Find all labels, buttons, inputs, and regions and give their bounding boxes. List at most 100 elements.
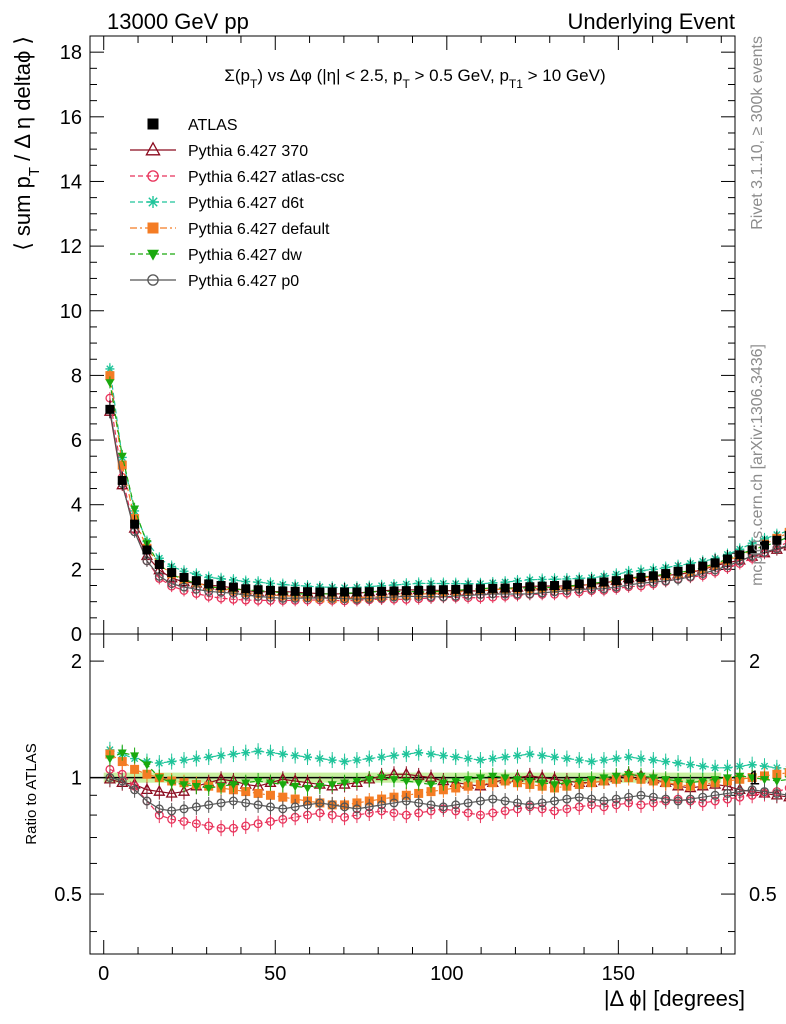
ratio-point xyxy=(475,755,485,765)
ratio-point xyxy=(142,796,152,806)
x-tick-label: 50 xyxy=(264,963,286,985)
ratio-point xyxy=(352,755,362,765)
ratio-point xyxy=(599,796,609,806)
ratio-point xyxy=(438,802,448,812)
ratio-point xyxy=(735,787,745,797)
reference-point xyxy=(475,584,485,594)
ratio-point xyxy=(512,751,522,761)
reference-point xyxy=(587,578,597,588)
ratio-point xyxy=(599,774,609,783)
ratio-point xyxy=(352,804,362,814)
y-tick-label: 16 xyxy=(60,107,82,129)
main-series-group xyxy=(103,362,786,607)
ratio-point xyxy=(401,796,411,806)
series-line xyxy=(109,411,786,595)
ratio-point xyxy=(525,777,535,786)
ratio-point xyxy=(228,749,238,759)
ratio-point xyxy=(747,785,757,795)
reference-point xyxy=(500,583,510,593)
ratio-series-1 xyxy=(105,761,786,837)
reference-point xyxy=(611,576,621,586)
ratio-point xyxy=(784,784,786,792)
reference-point xyxy=(377,586,387,596)
reference-point xyxy=(525,582,535,592)
reference-point xyxy=(303,587,313,597)
reference-point xyxy=(364,587,374,597)
legend-item-3: Pythia 6.427 d6t xyxy=(130,195,304,212)
reference-point xyxy=(772,535,782,545)
ratio-point xyxy=(475,796,485,806)
ratio-point xyxy=(426,749,436,759)
ratio-point xyxy=(389,798,399,808)
ratio-tick-labels: 0.5 0.5 1 1 2 2 xyxy=(54,651,777,906)
ratio-point xyxy=(414,779,424,788)
ratio-point xyxy=(191,783,201,792)
ratio-point xyxy=(253,800,263,810)
x-tick-label: 0 xyxy=(98,963,109,985)
ratio-series-5 xyxy=(105,769,786,819)
series-point xyxy=(105,371,115,381)
reference-point xyxy=(167,568,177,578)
ratio-y-axis-label: Ratio to ATLAS xyxy=(23,743,40,844)
ratio-point xyxy=(685,779,695,788)
ratio-point xyxy=(352,777,362,786)
ratio-point xyxy=(241,798,251,808)
ratio-point xyxy=(624,792,634,802)
ratio-point xyxy=(747,760,757,770)
ratio-point xyxy=(426,800,436,810)
ratio-point xyxy=(512,776,522,785)
reference-point xyxy=(290,586,300,596)
ratio-point xyxy=(500,796,510,806)
ratio-point xyxy=(179,817,189,826)
series-4 xyxy=(105,376,786,601)
y-tick-labels: 0 2 4 6 8 10 12 14 16 18 xyxy=(60,42,82,646)
ratio-point xyxy=(278,804,288,814)
reference-point xyxy=(130,519,140,529)
ratio-point xyxy=(117,776,127,786)
reference-point xyxy=(488,583,498,593)
y-tick-label: 2 xyxy=(71,559,82,581)
ratio-tick-label-left: 1 xyxy=(71,768,82,790)
ratio-point xyxy=(142,769,152,779)
ratio-point xyxy=(698,792,708,802)
ratio-point xyxy=(204,784,214,793)
series-2 xyxy=(105,362,786,594)
ratio-point xyxy=(537,798,547,808)
y-tick-label: 4 xyxy=(71,495,82,517)
reference-point xyxy=(241,584,251,594)
ratio-tick-label-left: 2 xyxy=(71,651,82,673)
ratio-point xyxy=(153,784,166,796)
ratio-point xyxy=(414,788,424,798)
ratio-series-group xyxy=(103,741,786,837)
series-line xyxy=(109,368,786,589)
ratio-point xyxy=(191,819,201,829)
ratio-point xyxy=(191,754,201,764)
ratio-point xyxy=(216,823,226,833)
ratio-point xyxy=(488,808,498,818)
legend-label: Pythia 6.427 p0 xyxy=(188,273,299,290)
ratio-point xyxy=(488,794,498,804)
ratio-point xyxy=(661,776,671,785)
ratio-point xyxy=(611,772,621,781)
ratio-point xyxy=(562,794,572,804)
ratio-point xyxy=(364,802,374,812)
reference-point xyxy=(550,581,560,591)
header-right: Underlying Event xyxy=(567,9,735,34)
series-point xyxy=(784,538,786,545)
ratio-point xyxy=(167,757,177,767)
legend-item-1: Pythia 6.427 370 xyxy=(130,141,308,160)
ratio-point xyxy=(377,774,387,783)
reference-point xyxy=(735,550,745,560)
ratio-point xyxy=(290,783,300,792)
ratio-point xyxy=(574,755,584,765)
ratio-point xyxy=(216,798,226,808)
ratio-point xyxy=(179,804,189,814)
reference-point xyxy=(562,580,572,590)
ratio-point xyxy=(265,817,275,826)
reference-point xyxy=(685,564,695,574)
ratio-point xyxy=(513,798,522,808)
ratio-point xyxy=(661,757,671,767)
ratio-point xyxy=(340,802,350,812)
y-tick-label: 0 xyxy=(71,624,82,646)
reference-point xyxy=(265,585,275,595)
